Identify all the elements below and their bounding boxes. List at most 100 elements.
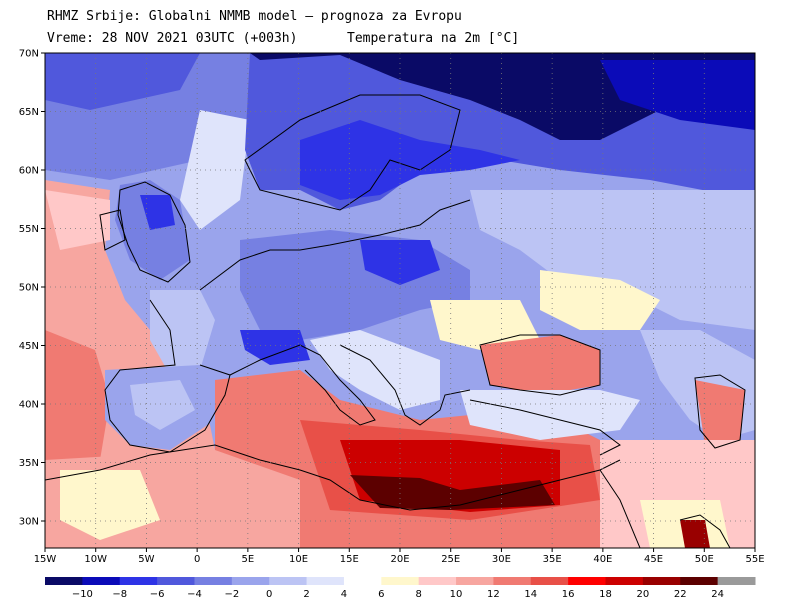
- lon-label: 15W: [34, 554, 57, 565]
- lon-label: 0: [194, 554, 200, 565]
- legend-swatch: [568, 577, 607, 585]
- legend-label: 6: [378, 589, 384, 600]
- gulf-hot: [680, 520, 710, 548]
- legend-swatch: [82, 577, 121, 585]
- lon-label: 10W: [84, 554, 107, 565]
- lon-label: 40E: [593, 554, 612, 565]
- lat-label: 70N: [19, 49, 39, 60]
- legend-label: 10: [450, 589, 463, 600]
- lat-label: 35N: [19, 458, 39, 469]
- lon-label: 5W: [138, 554, 154, 565]
- legend-label: −6: [150, 589, 165, 600]
- legend-label: 4: [341, 589, 347, 600]
- coast-north-sea: [199, 199, 471, 291]
- north-atlantic-cold: [45, 53, 200, 110]
- libya-hot: [350, 475, 555, 510]
- legend-label: −4: [187, 589, 202, 600]
- coastlines: [45, 94, 746, 548]
- coast-red-sea: [599, 469, 641, 548]
- color-legend: −10 −8 −6 −4 −2 0 2 4 6 8 10 12 14 16 18 20 22 24: [45, 577, 756, 600]
- lat-label: 50N: [19, 283, 39, 294]
- legend-swatch: [418, 577, 457, 585]
- legend-swatch: [381, 577, 420, 585]
- legend-swatch: [231, 577, 270, 585]
- romania-mild: [430, 300, 540, 350]
- latitude-labels: 70N 65N 60N 55N 50N 45N 40N 35N 30N: [19, 49, 45, 528]
- lon-label: 25E: [441, 554, 460, 565]
- lat-label: 40N: [19, 400, 39, 411]
- iberia-interior: [130, 380, 195, 430]
- legend-swatch: [456, 577, 494, 585]
- legend-label: 20: [637, 589, 650, 600]
- balkans: [310, 330, 440, 410]
- legend-swatch: [306, 577, 345, 585]
- lon-label: 55E: [745, 554, 764, 565]
- france: [150, 290, 215, 375]
- legend-label: 22: [674, 589, 687, 600]
- chart-title: RHMZ Srbije: Globalni NMMB model — progn…: [47, 9, 462, 24]
- coast-ireland: [99, 209, 126, 251]
- legend-swatch: [530, 577, 569, 585]
- lat-label: 60N: [19, 166, 39, 177]
- legend-label: 18: [599, 589, 612, 600]
- coast-iberia: [104, 299, 231, 453]
- coast-italy: [229, 344, 376, 426]
- legend-label: −2: [224, 589, 239, 600]
- germany-poland-cold: [360, 240, 440, 285]
- legend-label: 12: [487, 589, 500, 600]
- legend-swatch: [642, 577, 681, 585]
- arctic-east: [600, 60, 755, 130]
- legend-swatch: [194, 577, 233, 585]
- lon-label: 45E: [644, 554, 663, 565]
- lon-label: 5E: [242, 554, 255, 565]
- field-label: Temperatura na 2m [°C]: [347, 31, 520, 46]
- legend-swatch: [717, 577, 756, 585]
- legend-swatch: [157, 577, 195, 585]
- legend-label: 2: [303, 589, 309, 600]
- lon-label: 10E: [289, 554, 308, 565]
- legend-swatch: [343, 577, 382, 585]
- legend-label: −8: [112, 589, 127, 600]
- coast-gulf: [679, 514, 731, 548]
- turkey: [460, 390, 640, 440]
- legend-label: 8: [415, 589, 421, 600]
- caspian-sea: [695, 380, 745, 445]
- legend-swatch: [119, 577, 158, 585]
- legend-swatch: [493, 577, 532, 585]
- coast-north-africa: [45, 444, 621, 511]
- lon-label: 30E: [492, 554, 511, 565]
- legend-label: 24: [711, 589, 724, 600]
- russia-plains: [470, 190, 755, 330]
- longitude-labels: 15W 10W 5W 0 5E 10E 15E 20E 25E 30E 35E 40E 45E 50E 55…: [34, 548, 765, 565]
- legend-swatch: [45, 577, 83, 585]
- atlantic-mild: [45, 190, 110, 250]
- map-field: [45, 53, 755, 548]
- scotland-cold: [140, 195, 175, 230]
- coast-black-sea: [479, 334, 601, 396]
- ukraine-mild: [540, 270, 660, 330]
- alps-cold: [240, 330, 310, 365]
- coast-caspian: [694, 374, 746, 449]
- graticule: [45, 53, 755, 548]
- legend-swatch: [269, 577, 308, 585]
- chart-subtitle: Vreme: 28 NOV 2021 03UTC (+003h) Temperat…: [47, 31, 519, 47]
- atlas-mild: [60, 470, 160, 540]
- scandinavia-core: [300, 120, 520, 200]
- black-sea: [480, 335, 600, 395]
- coast-turkey: [469, 399, 621, 456]
- lat-label: 30N: [19, 517, 39, 528]
- lon-label: 35E: [543, 554, 562, 565]
- legend-label: 16: [562, 589, 575, 600]
- legend-label: 0: [266, 589, 272, 600]
- lon-label: 50E: [695, 554, 714, 565]
- lat-label: 65N: [19, 107, 39, 118]
- lon-label: 15E: [340, 554, 359, 565]
- lat-label: 55N: [19, 224, 39, 235]
- legend-swatch: [680, 577, 719, 585]
- valid-time-label: Vreme: 28 NOV 2021 03UTC (+003h): [47, 31, 298, 46]
- coast-adriatic: [339, 344, 471, 426]
- lat-label: 45N: [19, 341, 39, 352]
- lon-label: 20E: [390, 554, 409, 565]
- legend-label: −10: [72, 589, 93, 600]
